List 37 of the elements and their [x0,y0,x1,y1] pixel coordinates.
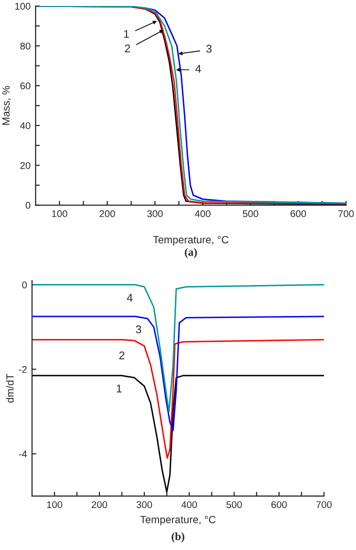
annotation: 3 [136,325,142,334]
x-tick-label: 700 [316,501,332,508]
line-series [32,316,324,432]
annotation: 2 [119,351,124,360]
x-tick-label: 300 [147,210,163,218]
x-tick-label: 100 [47,501,62,508]
y-tick-label: 0 [22,281,27,288]
y-axis-title: Mass, % [2,86,11,125]
x-tick-label: 700 [338,210,354,218]
x-tick-label: 400 [181,501,197,508]
x-tick-label: 200 [92,501,108,508]
x-tick-label: 100 [52,210,68,218]
x-tick-label: 300 [136,501,152,508]
y-tick-label: 40 [20,122,30,130]
x-tick-label: 400 [194,210,210,218]
x-tick-label: 200 [100,210,115,218]
y-tick-label: 60 [20,82,30,90]
text: (a) [184,248,197,258]
annotation: 1 [116,384,122,392]
y-tick-label: 100 [15,2,30,10]
y-tick-label: -2 [18,366,27,373]
line-series [32,284,324,412]
x-tick-label: 600 [271,501,287,508]
line-series [32,374,324,493]
x-axis-title: Temperature, °C [153,236,228,246]
x-tick-label: 600 [290,210,306,218]
x-tick-label: 500 [242,210,258,218]
y-tick-label: 0 [26,202,30,209]
text: (b) [172,532,184,542]
y-tick-label: 20 [20,162,30,169]
y-axis-title: dm/dT [6,374,14,403]
x-tick-label: 500 [226,501,242,508]
y-tick-label: 80 [20,42,30,50]
line-series [32,338,324,459]
annotation: 4 [126,294,133,302]
x-axis-title: Temperature, °C [140,516,216,526]
y-tick-label: -4 [18,450,27,458]
